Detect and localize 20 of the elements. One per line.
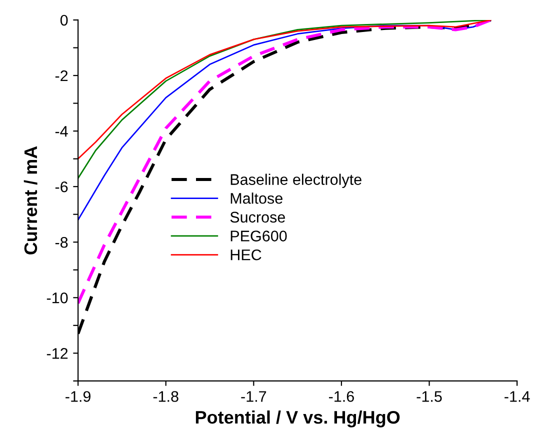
y-tick-label: -8: [55, 236, 68, 248]
y-tick-label: -2: [55, 70, 68, 82]
legend-label: Maltose: [230, 192, 282, 204]
legend-label: Baseline electrolyte: [230, 174, 362, 188]
x-tick-label: -1.6: [328, 391, 354, 402]
y-axis-title: Current / mA: [24, 146, 38, 254]
legend-label: HEC: [230, 249, 262, 260]
y-tick-label: 0: [60, 14, 68, 26]
y-tick-label: -12: [46, 348, 68, 359]
y-tick-label: -6: [55, 181, 68, 192]
x-tick-label: -1.7: [241, 391, 266, 402]
legend-label: Sucrose: [230, 212, 285, 223]
x-tick-label: -1.4: [504, 391, 530, 402]
x-tick-label: -1.5: [416, 391, 442, 402]
legend-label: PEG600: [230, 230, 287, 242]
y-tick-label: -4: [55, 126, 68, 137]
x-tick-label: -1.9: [66, 391, 90, 402]
y-tick-label: -10: [46, 292, 68, 304]
x-axis-title: Potential / V vs. Hg/HgO: [196, 410, 400, 428]
x-tick-label: -1.8: [153, 391, 178, 402]
